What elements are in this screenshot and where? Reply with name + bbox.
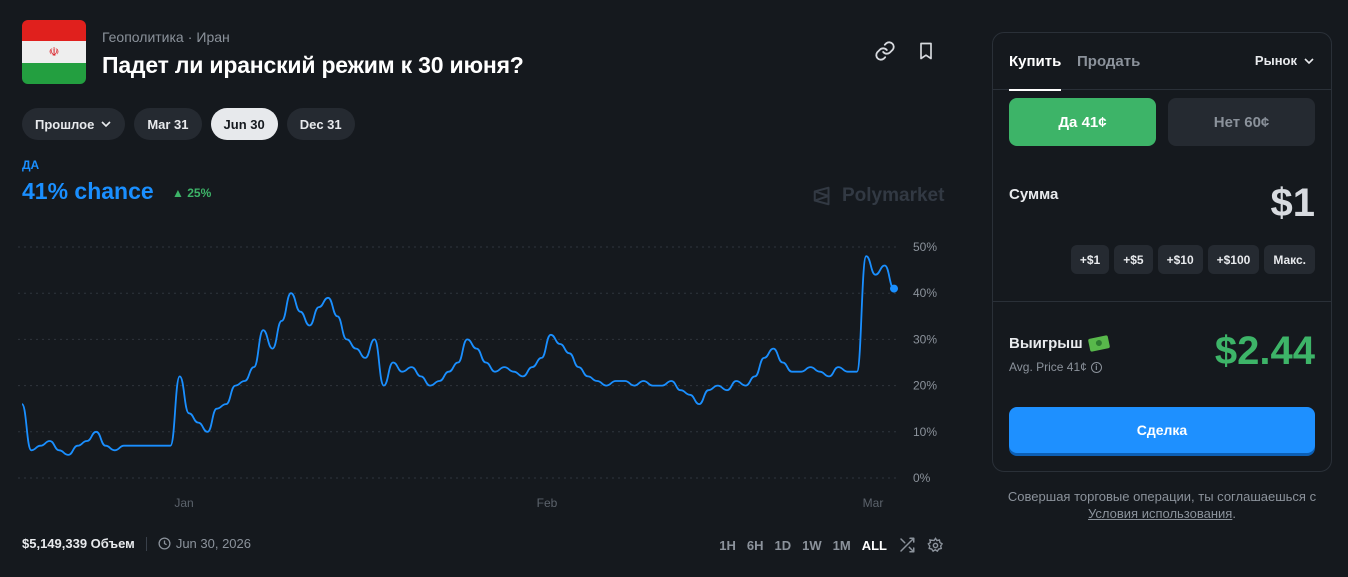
win-label: Выигрыш: [1009, 335, 1110, 352]
clock-icon: [158, 537, 171, 550]
yes-price: 41¢: [1081, 113, 1107, 131]
series-end-point: [890, 284, 898, 293]
volume-text: $5,149,339 Объем: [22, 536, 135, 551]
no-price: 60¢: [1244, 113, 1270, 131]
terms-end: .: [1232, 506, 1236, 521]
end-date: Jun 30, 2026: [158, 536, 251, 551]
outcome-buttons: Да 41¢ Нет 60¢: [1009, 98, 1315, 146]
settings-gear-icon[interactable]: [927, 536, 944, 554]
range-selector: 1H 6H 1D 1W 1M ALL: [719, 536, 944, 554]
chance-value: 41% chance: [22, 178, 154, 204]
terms-notice: Совершая торговые операции, ты соглашаеш…: [992, 488, 1332, 522]
polymarket-watermark: Polymarket: [812, 185, 944, 207]
y-tick-label: 0%: [913, 471, 931, 485]
chevron-down-icon: [1304, 57, 1314, 64]
range-all[interactable]: ALL: [861, 537, 887, 553]
chance-delta: ▲ 25%: [172, 186, 211, 200]
range-1m[interactable]: 1M: [832, 537, 851, 553]
filter-mar31[interactable]: Mar 31: [134, 108, 202, 140]
outcome-label: ДА: [22, 158, 40, 172]
quick-amount-max[interactable]: Макс.: [1264, 245, 1315, 274]
quick-amount-5[interactable]: +$5: [1114, 245, 1153, 274]
series-line: [21, 255, 895, 456]
iran-flag-icon: ☫: [22, 20, 86, 84]
avg-price: Avg. Price 41¢ i: [1009, 360, 1102, 374]
yes-button[interactable]: Да 41¢: [1009, 98, 1156, 146]
date-filter-bar: Прошлое Mar 31 Jun 30 Dec 31: [22, 108, 355, 140]
terms-link[interactable]: Условия использования: [1088, 506, 1233, 521]
filter-jun30[interactable]: Jun 30: [210, 108, 278, 140]
end-date-text: Jun 30, 2026: [175, 536, 251, 551]
quick-amount-1[interactable]: +$1: [1070, 245, 1110, 274]
quick-amount-10[interactable]: +$10: [1157, 245, 1203, 274]
y-tick-label: 10%: [913, 425, 937, 439]
amount-label: Сумма: [1009, 186, 1059, 203]
polymarket-logo-icon: [813, 186, 830, 206]
filter-past-dropdown[interactable]: Прошлое: [22, 108, 126, 140]
y-tick-label: 20%: [913, 379, 937, 393]
money-icon: [1087, 335, 1110, 352]
win-value: $2.44: [1214, 329, 1315, 373]
order-type-dropdown[interactable]: Рынок: [1255, 53, 1315, 68]
price-chart[interactable]: 50% 40% 30% 20% 10% 0% Jan Feb Mar: [0, 225, 960, 515]
tab-buy[interactable]: Купить: [1009, 53, 1062, 91]
avg-price-text: Avg. Price 41¢: [1009, 360, 1087, 374]
x-tick-label: Jan: [174, 496, 193, 510]
submit-trade-button[interactable]: Сделка: [1009, 407, 1315, 453]
chance-delta-value: 25%: [187, 186, 212, 200]
trade-tabs: Купить Продать Рынок: [993, 33, 1331, 91]
order-type-label: Рынок: [1254, 53, 1297, 68]
terms-text: Совершая торговые операции, ты соглашаеш…: [1007, 489, 1317, 504]
amount-input[interactable]: $1: [1270, 181, 1316, 225]
panel-divider: [993, 301, 1331, 302]
x-tick-label: Mar: [863, 496, 884, 510]
triangle-up-icon: ▲: [172, 186, 184, 200]
quick-amount-100[interactable]: +$100: [1207, 245, 1260, 274]
breadcrumb-subcategory[interactable]: Иран: [196, 29, 230, 45]
quick-amounts: +$1 +$5 +$10 +$100 Макс.: [1070, 245, 1315, 274]
filter-past-label: Прошлое: [35, 116, 95, 132]
range-1h[interactable]: 1H: [719, 537, 736, 553]
breadcrumb-category[interactable]: Геополитика: [102, 29, 184, 45]
market-footer: $5,149,339 Объем Jun 30, 2026: [22, 536, 251, 551]
trade-panel: Купить Продать Рынок Да 41¢ Нет 60¢ Сумм…: [992, 32, 1332, 472]
win-label-text: Выигрыш: [1009, 335, 1083, 352]
range-6h[interactable]: 6H: [746, 537, 764, 553]
y-tick-label: 30%: [913, 332, 937, 346]
y-tick-label: 40%: [913, 286, 937, 300]
y-tick-label: 50%: [913, 240, 937, 254]
info-icon[interactable]: i: [1090, 361, 1102, 373]
watermark-text: Polymarket: [842, 185, 945, 206]
tab-sell[interactable]: Продать: [1077, 53, 1141, 70]
page-title: Падет ли иранский режим к 30 июня?: [102, 52, 524, 78]
x-tick-label: Feb: [537, 496, 558, 510]
yes-label: Да: [1058, 113, 1078, 131]
filter-dec31[interactable]: Dec 31: [286, 108, 355, 140]
breadcrumb-separator: ·: [187, 29, 193, 45]
no-button[interactable]: Нет 60¢: [1168, 98, 1315, 146]
footer-divider: [145, 536, 147, 551]
breadcrumb: Геополитика · Иран: [102, 29, 230, 45]
no-label: Нет: [1213, 113, 1241, 131]
range-1w[interactable]: 1W: [802, 537, 822, 553]
bookmark-icon[interactable]: [916, 40, 940, 64]
shuffle-icon[interactable]: [898, 536, 916, 554]
chevron-down-icon: [101, 121, 111, 128]
link-icon[interactable]: [874, 40, 898, 64]
range-1d[interactable]: 1D: [774, 537, 792, 553]
